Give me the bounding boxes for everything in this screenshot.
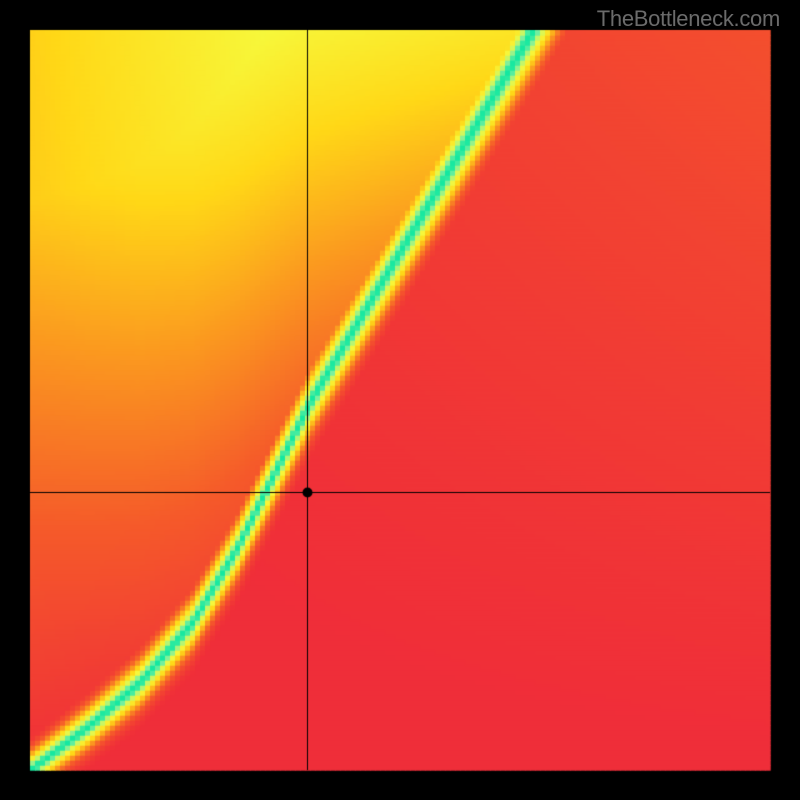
bottleneck-heatmap — [0, 0, 800, 800]
watermark-text: TheBottleneck.com — [597, 6, 780, 32]
chart-container: TheBottleneck.com — [0, 0, 800, 800]
